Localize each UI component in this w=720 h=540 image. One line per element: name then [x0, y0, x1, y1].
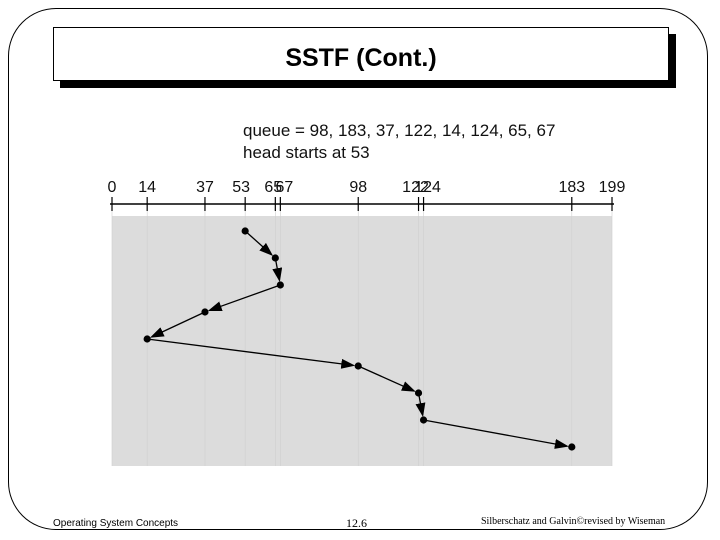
footer-credit: Silberschatz and Galvin©revised by Wisem…: [481, 516, 666, 527]
tick-label-67: 67: [275, 179, 293, 196]
footer-course: Operating System Concepts: [53, 518, 179, 529]
tick-label-53: 53: [232, 179, 250, 196]
tick-label-183: 183: [558, 179, 585, 196]
track-visit-point-67: [276, 281, 284, 289]
head-move-segment-7: [415, 392, 426, 418]
track-visit-point-124: [419, 416, 428, 424]
track-visit-point-183: [568, 443, 576, 451]
head-move-segment-4: [149, 311, 206, 338]
track-visit-point-37: [201, 308, 209, 316]
tick-label-122: 122: [402, 179, 429, 196]
plot-background: [112, 216, 612, 466]
track-visit-point-14: [143, 335, 151, 343]
queue-label: queue = 98, 183, 37, 122, 14, 124, 65, 6…: [243, 121, 556, 140]
head-move-segment-1: [244, 230, 274, 256]
head-start-label: head starts at 53: [243, 143, 370, 162]
head-move-segment-6: [357, 365, 416, 392]
tick-label-199: 199: [599, 179, 626, 196]
head-move-segment-5: [147, 338, 356, 369]
tick-label-0: 0: [108, 179, 117, 196]
track-visit-point-122: [414, 389, 423, 397]
head-move-segment-8: [423, 419, 569, 449]
track-visit-point-98: [354, 362, 362, 370]
head-move-segment-2: [272, 257, 283, 283]
slide-frame: [8, 8, 708, 530]
track-visit-point-53: [241, 227, 249, 235]
track-visit-point-65: [271, 254, 279, 262]
footer-page-number: 12.6: [346, 516, 367, 530]
tick-label-98: 98: [349, 179, 367, 196]
tick-label-124: 124: [414, 179, 441, 196]
title-box: SSTF (Cont.): [53, 27, 669, 81]
tick-label-65: 65: [264, 179, 282, 196]
tick-label-37: 37: [196, 179, 214, 196]
slide-title: SSTF (Cont.): [285, 43, 437, 72]
head-move-segment-3: [207, 284, 281, 311]
tick-label-14: 14: [138, 179, 156, 196]
